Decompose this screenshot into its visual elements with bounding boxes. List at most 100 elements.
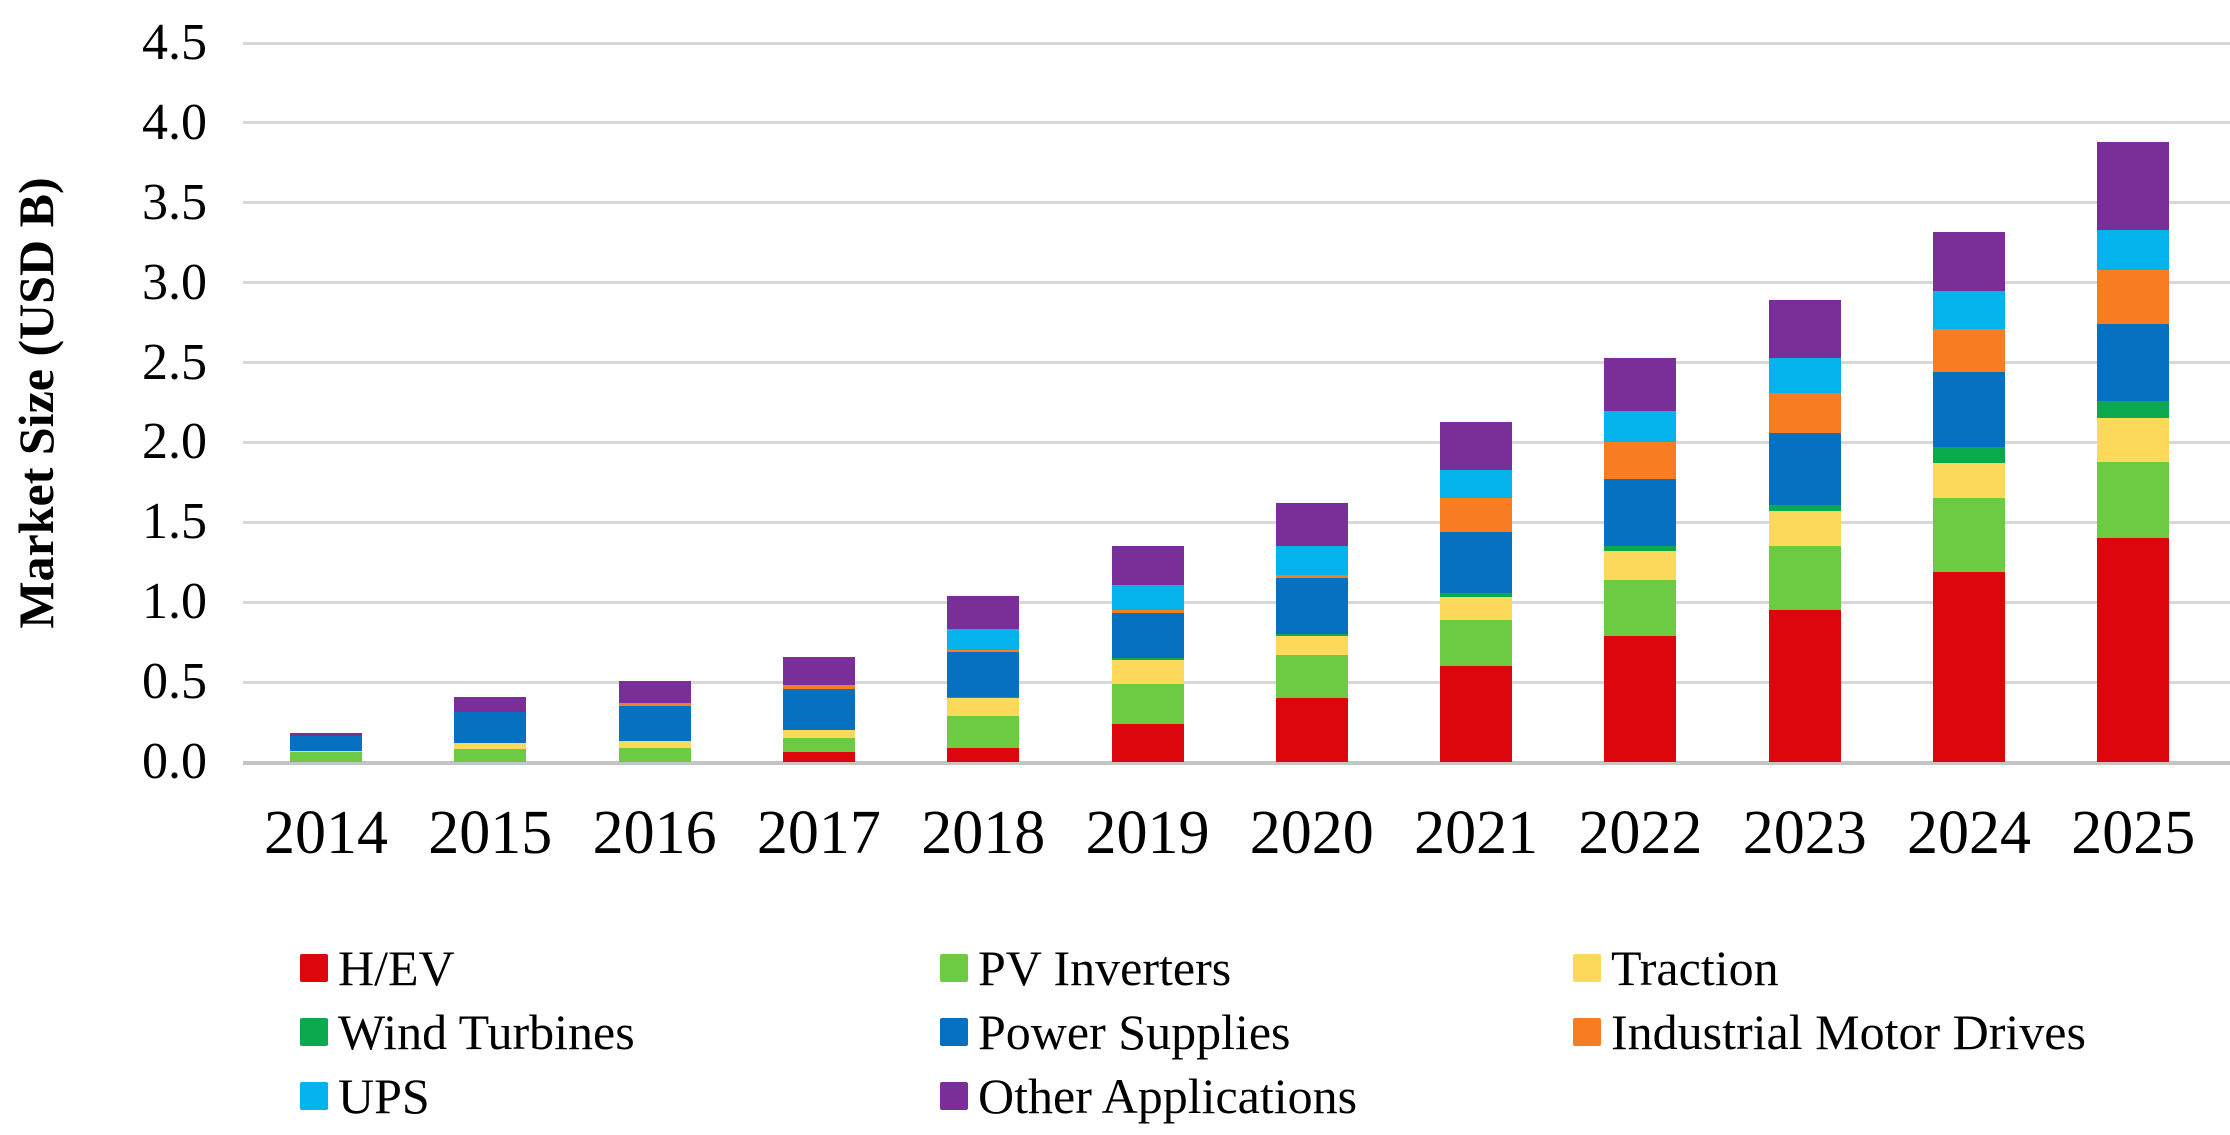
bar-2022 — [1604, 357, 1677, 762]
bar-2018 — [947, 595, 1020, 762]
bar-2019-segment-other-applications — [1111, 546, 1184, 585]
bar-2025-segment-h-ev — [2097, 538, 2170, 762]
legend-label-industrial-motor-drives: Industrial Motor Drives — [1611, 1004, 2086, 1060]
bar-2017-segment-traction — [782, 730, 855, 739]
legend-swatch-other-applications — [940, 1082, 968, 1110]
x-tick-label-2023: 2023 — [1742, 799, 1867, 867]
bar-2019-segment-industrial-motor-drives — [1111, 610, 1184, 614]
bar-2020-segment-ups — [1275, 546, 1348, 576]
gridline-0.5 — [243, 680, 2230, 684]
y-tick-label-4.5: 4.5 — [142, 14, 207, 71]
bar-2022-segment-industrial-motor-drives — [1604, 442, 1677, 480]
bar-2018-segment-other-applications — [947, 595, 1020, 630]
y-tick-label-0.0: 0.0 — [142, 733, 207, 790]
gridline-3.5 — [243, 201, 2230, 205]
bar-2015-segment-other-applications — [454, 696, 527, 713]
legend-swatch-pv-inverters — [940, 954, 968, 982]
legend-label-ups: UPS — [338, 1068, 430, 1124]
bar-2016-segment-power-supplies — [618, 706, 691, 742]
bar-2021-segment-ups — [1440, 469, 1513, 499]
legend-item-h-ev: H/EV — [300, 936, 940, 1000]
x-tick-label-2019: 2019 — [1085, 799, 1210, 867]
legend-item-wind-turbines: Wind Turbines — [300, 1000, 940, 1064]
bar-2022-segment-ups — [1604, 410, 1677, 443]
y-tick-label-1.0: 1.0 — [142, 573, 207, 631]
bar-2021-segment-industrial-motor-drives — [1440, 498, 1513, 532]
legend-swatch-wind-turbines — [300, 1018, 328, 1046]
bar-2018-segment-traction — [947, 698, 1020, 716]
bar-2018-segment-industrial-motor-drives — [947, 650, 1020, 652]
gridline-1.0 — [243, 600, 2230, 604]
bar-2021-segment-wind-turbines — [1440, 592, 1513, 598]
x-tick-label-2018: 2018 — [921, 799, 1046, 867]
bar-2022-segment-h-ev — [1604, 635, 1677, 762]
legend: H/EV Wind Turbines UPS PV Inverters Power Su… — [300, 936, 2086, 1128]
legend-swatch-traction — [1573, 954, 1601, 982]
bar-2014-segment-pv-inverters — [290, 752, 362, 762]
bar-2024-segment-h-ev — [1933, 571, 2005, 762]
bar-2024 — [1933, 231, 2005, 762]
x-tick-label-2017: 2017 — [756, 799, 881, 867]
bar-2025-segment-traction — [2097, 418, 2170, 462]
bar-2023-segment-pv-inverters — [1768, 546, 1841, 611]
bar-2017 — [782, 656, 855, 762]
bar-2018-segment-ups — [947, 629, 1020, 651]
bar-2024-segment-traction — [1933, 463, 2005, 499]
bar-2015-segment-power-supplies — [454, 712, 527, 743]
bar-2017-segment-other-applications — [782, 656, 855, 686]
bar-2017-segment-h-ev — [782, 752, 855, 762]
bar-2021 — [1440, 421, 1513, 762]
x-tick-label-2021: 2021 — [1414, 799, 1539, 867]
bar-2014-segment-power-supplies — [290, 736, 362, 751]
bar-2016-segment-industrial-motor-drives — [618, 702, 691, 707]
bar-2025 — [2097, 142, 2170, 762]
legend-item-other-applications: Other Applications — [940, 1064, 1573, 1128]
legend-swatch-h-ev — [300, 954, 328, 982]
bar-2017-segment-industrial-motor-drives — [782, 685, 855, 689]
y-tick-label-1.5: 1.5 — [142, 493, 207, 551]
legend-label-wind-turbines: Wind Turbines — [338, 1004, 635, 1060]
gridline-0.0 — [243, 760, 2230, 765]
bar-2023 — [1768, 300, 1841, 762]
legend-item-traction: Traction — [1573, 936, 2086, 1000]
legend-label-pv-inverters: PV Inverters — [978, 940, 1232, 996]
bar-2025-segment-power-supplies — [2097, 324, 2170, 401]
bar-2023-segment-ups — [1768, 357, 1841, 393]
gridline-2.5 — [243, 361, 2230, 365]
x-tick-label-2014: 2014 — [264, 799, 388, 867]
bar-2024-segment-industrial-motor-drives — [1933, 329, 2005, 373]
bar-2020-segment-other-applications — [1275, 503, 1348, 547]
bar-2023-segment-power-supplies — [1768, 432, 1841, 505]
legend-item-industrial-motor-drives: Industrial Motor Drives — [1573, 1000, 2086, 1064]
bar-2019-segment-pv-inverters — [1111, 683, 1184, 724]
bar-2020-segment-pv-inverters — [1275, 654, 1348, 699]
bar-2025-segment-wind-turbines — [2097, 400, 2170, 419]
x-tick-label-2015: 2015 — [428, 799, 553, 867]
y-tick-label-2.0: 2.0 — [142, 413, 207, 471]
legend-swatch-ups — [300, 1082, 328, 1110]
bar-2017-segment-pv-inverters — [782, 738, 855, 753]
bar-2015-segment-traction — [454, 742, 527, 750]
y-tick-label-0.5: 0.5 — [142, 653, 207, 711]
bar-2021-segment-power-supplies — [1440, 531, 1513, 593]
bar-2015-segment-pv-inverters — [454, 749, 527, 762]
y-tick-label-3.0: 3.0 — [142, 253, 207, 311]
bar-2020-segment-industrial-motor-drives — [1275, 575, 1348, 579]
bar-2021-segment-h-ev — [1440, 666, 1513, 762]
bar-2023-segment-other-applications — [1768, 300, 1841, 358]
bar-2022-segment-traction — [1604, 551, 1677, 580]
legend-item-pv-inverters: PV Inverters — [940, 936, 1573, 1000]
bar-2019-segment-power-supplies — [1111, 613, 1184, 659]
legend-label-power-supplies: Power Supplies — [978, 1004, 1291, 1060]
gridline-4.5 — [243, 41, 2230, 45]
gridline-1.5 — [243, 520, 2230, 524]
bar-2021-segment-pv-inverters — [1440, 619, 1513, 667]
bar-2021-segment-traction — [1440, 597, 1513, 620]
legend-label-h-ev: H/EV — [338, 940, 455, 996]
bar-2016-segment-traction — [618, 741, 691, 748]
gridline-4.0 — [243, 121, 2230, 125]
bar-2014 — [290, 733, 362, 762]
bar-2019-segment-h-ev — [1111, 723, 1184, 762]
bar-2014-segment-other-applications — [290, 733, 362, 737]
legend-swatch-power-supplies — [940, 1018, 968, 1046]
